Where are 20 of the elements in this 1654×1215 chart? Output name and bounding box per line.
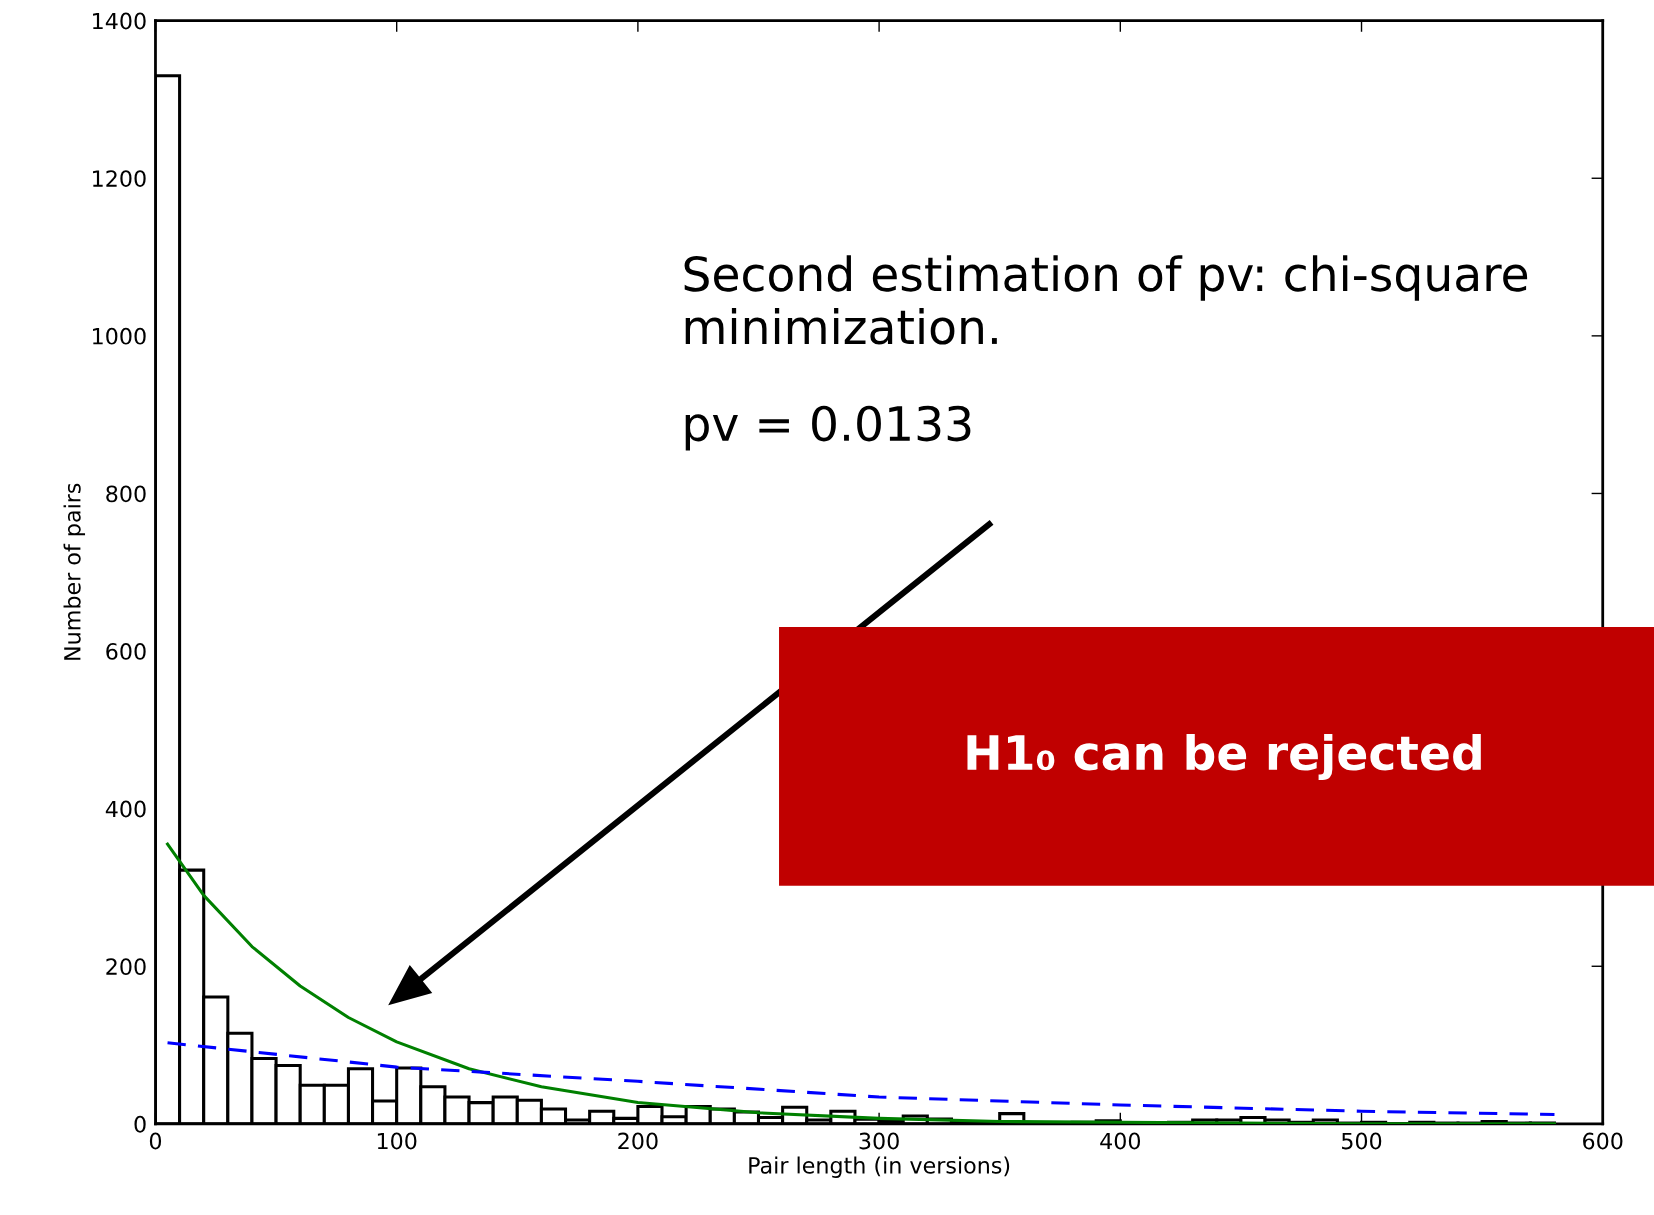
annotation: pv = 0.0133 [685,405,971,451]
annotation: Second estimation of pv: chi-square minimization. [684,255,1528,345]
y-tick-label: 800 [106,485,146,503]
y-tick-label: 200 [106,958,146,976]
y-tick-label: 600 [106,643,146,660]
y-tick-label: 0 [134,1115,146,1133]
x-tick-label: 600 [1583,1132,1623,1150]
x-tick-label: 500 [1342,1132,1382,1150]
y-tick-label: 1200 [93,170,146,188]
x-axis-title: Pair length (in versions) [749,1156,1010,1178]
y-tick-label: 1000 [93,327,146,345]
annotation: H1₀ can be rejected [967,733,1481,780]
x-tick-label: 100 [377,1132,417,1150]
x-tick-label: 200 [618,1132,658,1150]
x-tick-label: 300 [859,1132,899,1150]
y-axis-title: Number of pairs [63,483,86,660]
y-tick-label: 400 [105,800,146,818]
x-tick-label: 400 [1100,1132,1141,1150]
y-tick-label: 1400 [93,12,146,30]
x-tick-label: 0 [149,1132,162,1150]
